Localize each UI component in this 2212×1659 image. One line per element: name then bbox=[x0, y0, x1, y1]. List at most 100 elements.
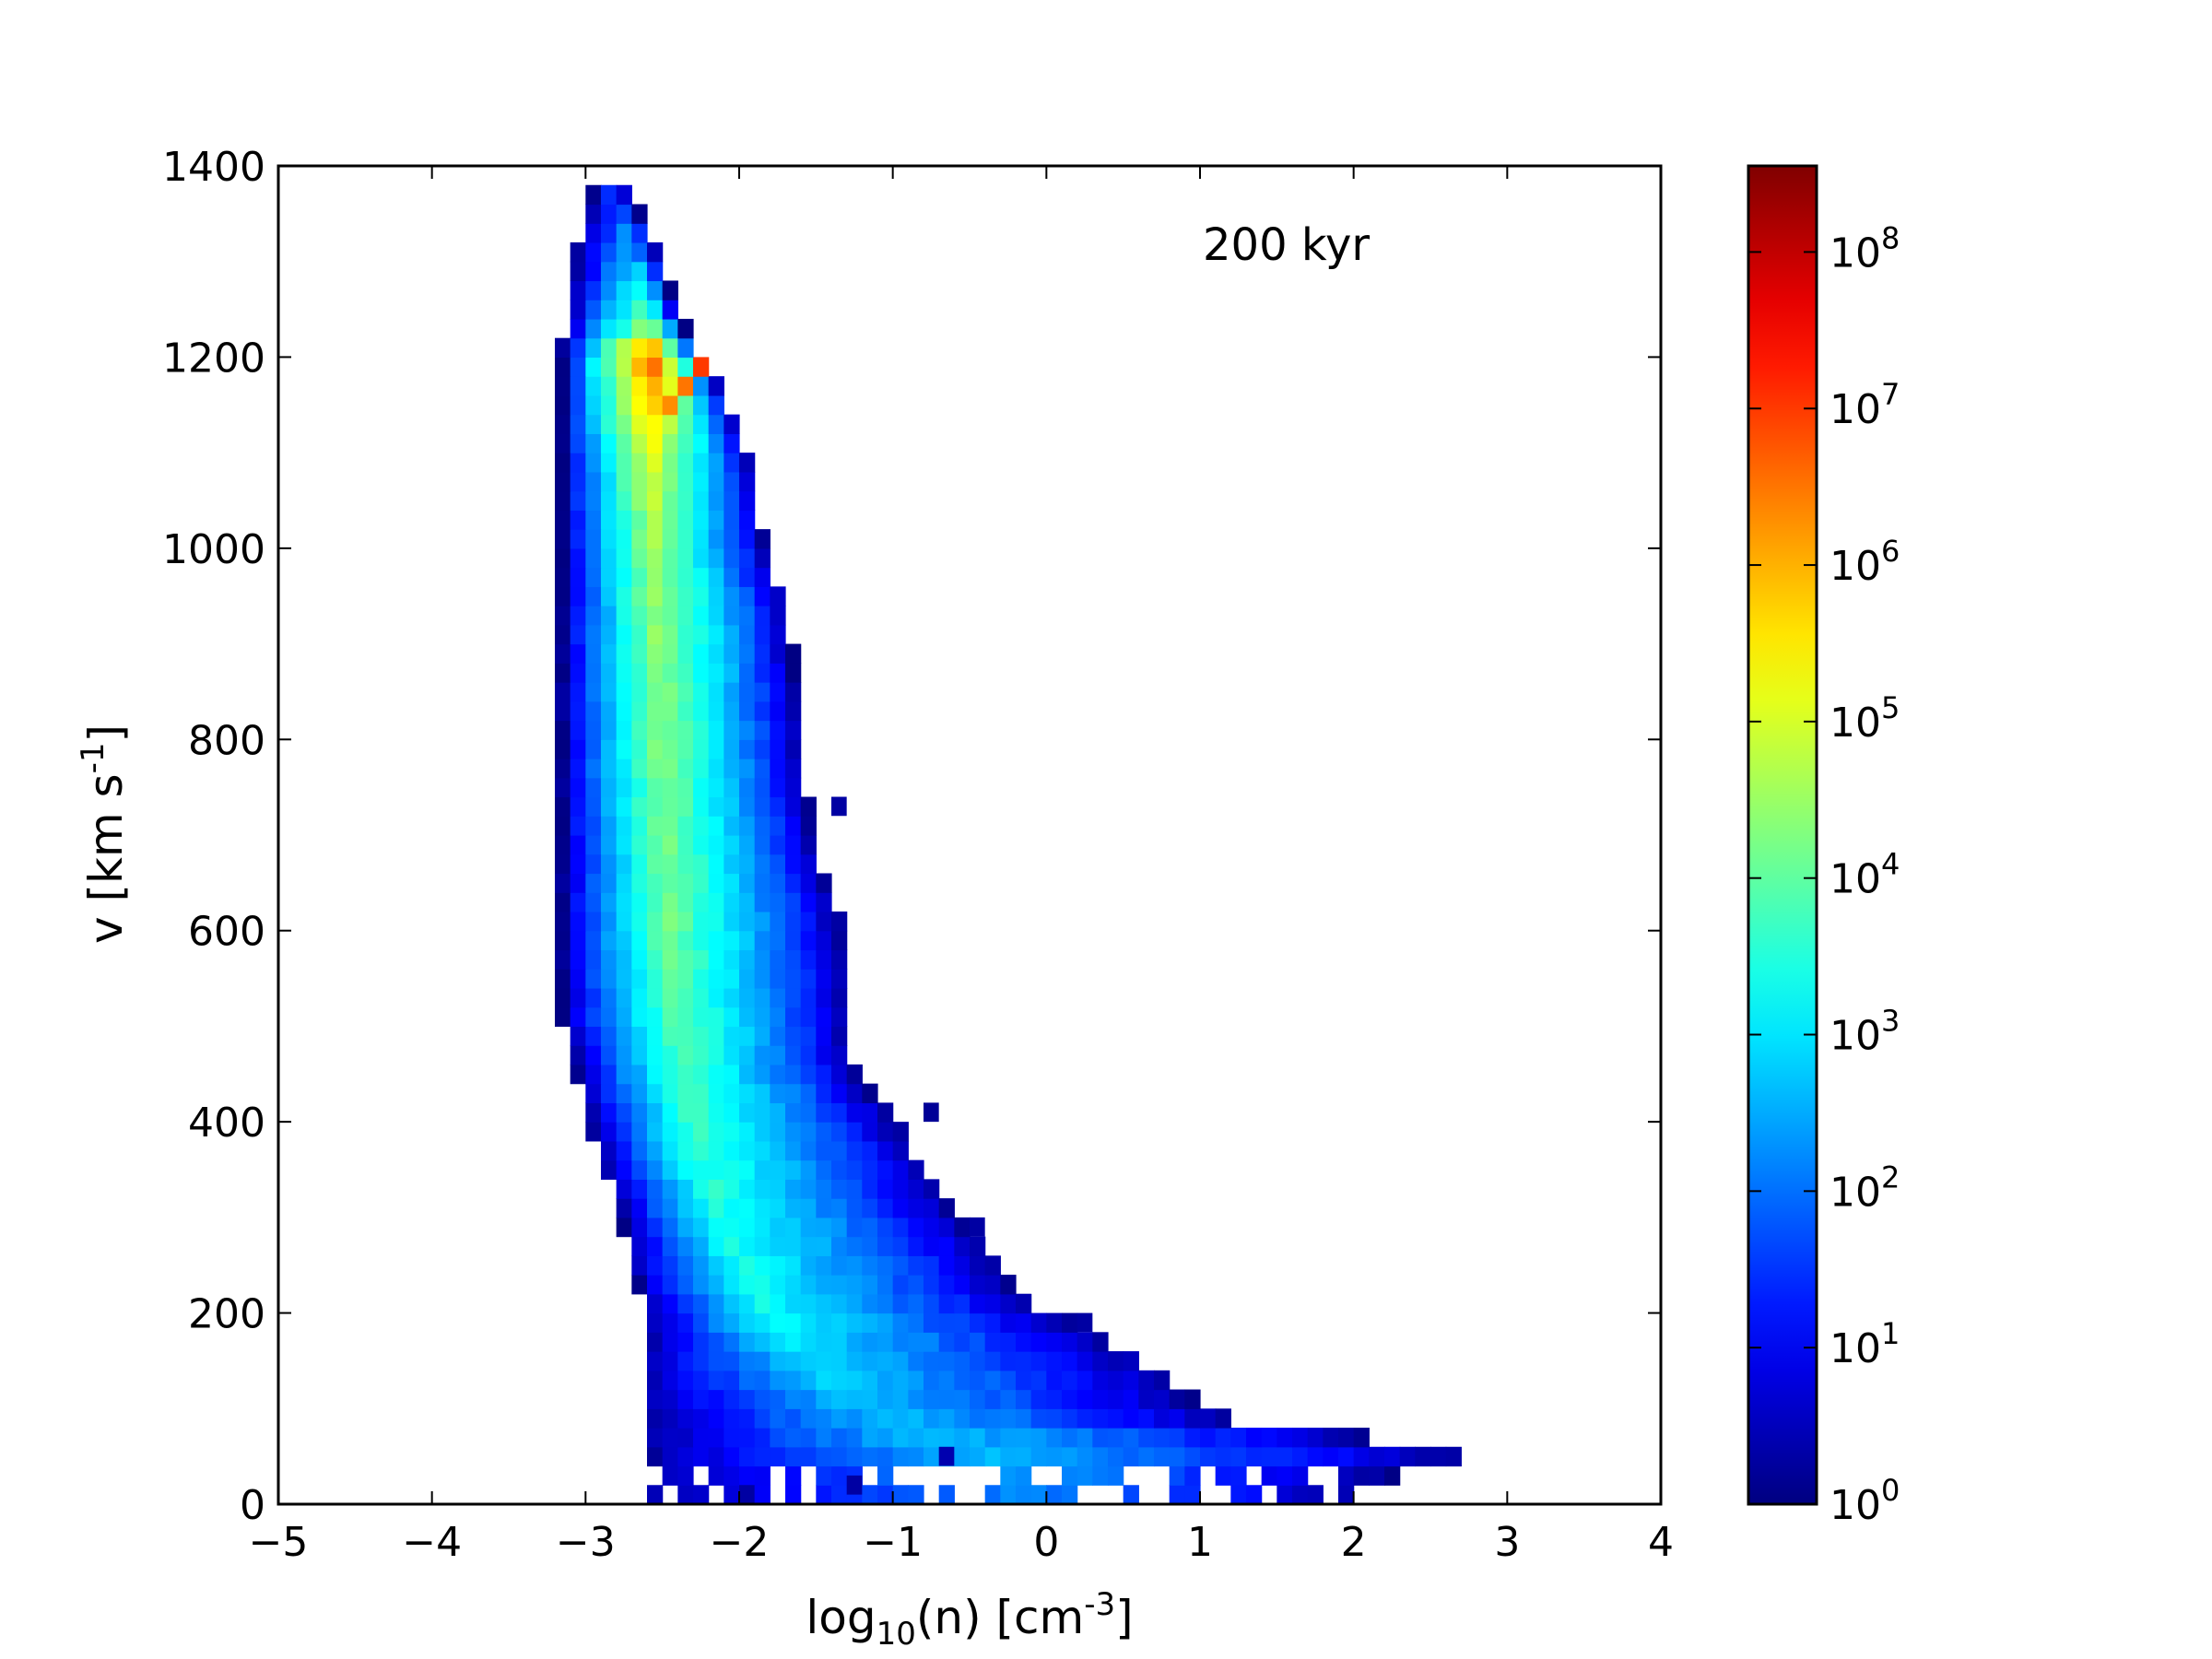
heatmap-cell bbox=[1000, 1408, 1017, 1429]
heatmap-cell bbox=[785, 1275, 802, 1295]
heatmap-cell bbox=[662, 376, 678, 396]
heatmap-cell bbox=[585, 1064, 602, 1085]
heatmap-cell bbox=[739, 1275, 756, 1295]
heatmap-cell bbox=[616, 700, 632, 722]
heatmap-cell bbox=[785, 987, 802, 1008]
heatmap-cell bbox=[785, 1255, 802, 1276]
heatmap-cell bbox=[1030, 1332, 1047, 1352]
heatmap-cell bbox=[724, 911, 740, 932]
heatmap-cell bbox=[846, 1083, 863, 1103]
heatmap-cell bbox=[693, 1408, 710, 1429]
heatmap-cell bbox=[1000, 1275, 1017, 1295]
heatmap-cell bbox=[662, 414, 678, 434]
heatmap-cell bbox=[616, 184, 632, 206]
heatmap-cell bbox=[631, 777, 648, 798]
heatmap-cell bbox=[708, 1026, 724, 1046]
heatmap-cell-isolated bbox=[924, 1102, 939, 1123]
heatmap-cell bbox=[631, 471, 648, 492]
heatmap-cell bbox=[770, 1045, 786, 1065]
heatmap-cell bbox=[831, 1064, 848, 1085]
heatmap-cell bbox=[585, 1122, 602, 1142]
heatmap-cell bbox=[1184, 1446, 1201, 1467]
heatmap-cell bbox=[754, 1485, 771, 1505]
heatmap-cell bbox=[677, 1140, 694, 1161]
heatmap-cell bbox=[739, 853, 756, 875]
heatmap-cell bbox=[770, 1428, 786, 1448]
heatmap-cell bbox=[724, 682, 740, 702]
heatmap-cell bbox=[785, 682, 802, 702]
heatmap-cell bbox=[647, 739, 664, 759]
heatmap-cell bbox=[708, 816, 724, 836]
heatmap-cell bbox=[662, 510, 678, 530]
heatmap-cell bbox=[570, 586, 586, 606]
heatmap-cell bbox=[1123, 1485, 1139, 1505]
heatmap-cell bbox=[601, 453, 618, 473]
heatmap-cell bbox=[924, 1179, 940, 1199]
heatmap-cell bbox=[601, 1026, 618, 1046]
heatmap-cell bbox=[616, 471, 632, 492]
heatmap-cell bbox=[616, 643, 632, 664]
heatmap-cell bbox=[1384, 1446, 1401, 1467]
heatmap-cell bbox=[831, 1198, 848, 1218]
heatmap-cell bbox=[693, 911, 710, 932]
heatmap-cell bbox=[693, 376, 710, 396]
heatmap-cell bbox=[662, 1159, 678, 1180]
heatmap-cell bbox=[601, 547, 618, 569]
heatmap-cell bbox=[754, 1312, 771, 1333]
heatmap-cell bbox=[724, 453, 740, 473]
heatmap-cell bbox=[585, 414, 602, 434]
heatmap-cell bbox=[924, 1198, 940, 1218]
heatmap-cell bbox=[785, 1312, 802, 1333]
heatmap-cell bbox=[877, 1351, 894, 1371]
heatmap-cell bbox=[677, 1389, 694, 1409]
heatmap-cell bbox=[585, 624, 602, 645]
heatmap-cell bbox=[708, 796, 724, 817]
heatmap-cell bbox=[846, 1446, 863, 1467]
x-tick-label: −5 bbox=[249, 1519, 309, 1566]
heatmap-cell bbox=[693, 1293, 710, 1314]
heatmap-cell bbox=[647, 357, 664, 377]
heatmap-cell bbox=[631, 1198, 648, 1218]
heatmap-cell bbox=[616, 1102, 632, 1123]
heatmap-cell bbox=[693, 1332, 710, 1352]
heatmap-cell bbox=[662, 433, 678, 453]
heatmap-cell bbox=[862, 1408, 878, 1429]
heatmap-cell bbox=[570, 796, 586, 817]
heatmap-cell bbox=[662, 835, 678, 855]
heatmap-cell bbox=[570, 969, 586, 989]
heatmap-cell bbox=[739, 490, 756, 511]
heatmap-cell bbox=[800, 1389, 817, 1409]
heatmap-cell bbox=[785, 1102, 802, 1123]
heatmap-cell bbox=[785, 663, 802, 683]
heatmap-cell bbox=[954, 1236, 971, 1256]
heatmap-cell bbox=[938, 1408, 955, 1429]
heatmap-cell bbox=[770, 1102, 786, 1123]
y-tick-label: 1400 bbox=[162, 144, 265, 191]
y-tick-label: 800 bbox=[188, 717, 265, 764]
heatmap-cell bbox=[555, 987, 571, 1008]
heatmap-cell bbox=[647, 1446, 664, 1467]
heatmap-cell bbox=[693, 624, 710, 645]
heatmap-cell bbox=[739, 930, 756, 951]
heatmap-cell bbox=[862, 1275, 878, 1295]
heatmap-cell bbox=[862, 1389, 878, 1409]
heatmap-cell bbox=[570, 376, 586, 396]
heatmap-cell bbox=[585, 223, 602, 243]
heatmap-cell bbox=[1184, 1465, 1201, 1486]
heatmap-cell bbox=[800, 1370, 817, 1391]
heatmap-cell bbox=[892, 1312, 909, 1333]
heatmap-cell bbox=[908, 1217, 924, 1238]
heatmap-cell bbox=[601, 892, 618, 912]
heatmap-cell bbox=[924, 1428, 940, 1448]
heatmap-cell bbox=[724, 1312, 740, 1333]
heatmap-cell bbox=[754, 759, 771, 779]
heatmap-cell bbox=[708, 1312, 724, 1333]
heatmap-cell bbox=[708, 547, 724, 569]
heatmap-cell bbox=[1200, 1408, 1217, 1429]
heatmap-cell bbox=[1092, 1351, 1109, 1371]
heatmap-cell bbox=[1000, 1446, 1017, 1467]
heatmap-cell bbox=[708, 1064, 724, 1085]
heatmap-cell bbox=[662, 1255, 678, 1276]
heatmap-cell bbox=[708, 1275, 724, 1295]
heatmap-cell bbox=[570, 987, 586, 1008]
